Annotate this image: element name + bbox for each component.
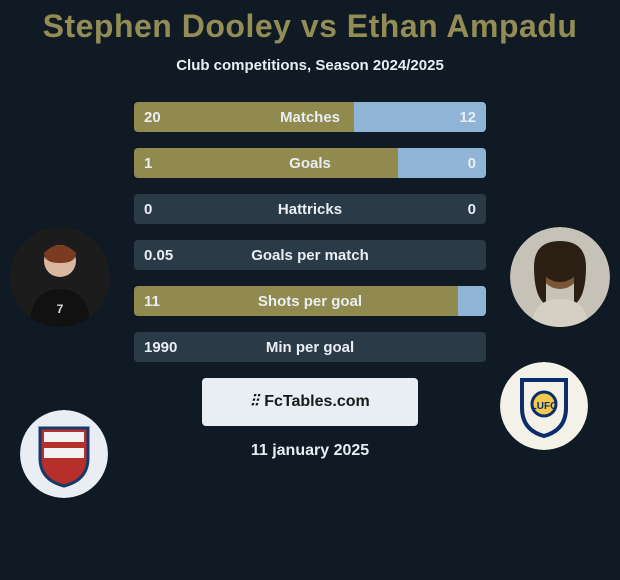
stat-label: Goals per match bbox=[134, 240, 486, 270]
stat-value-right: 0 bbox=[468, 194, 476, 224]
infographic-container: Stephen Dooley vs Ethan Ampadu Club comp… bbox=[0, 0, 620, 580]
stat-label: Min per goal bbox=[134, 332, 486, 362]
branding-logo-icon: ⫶⫶ bbox=[250, 393, 258, 411]
page-title: Stephen Dooley vs Ethan Ampadu bbox=[0, 8, 620, 45]
stat-label: Matches bbox=[134, 102, 486, 132]
subtitle: Club competitions, Season 2024/2025 bbox=[0, 57, 620, 74]
stat-row: Goals1 0 bbox=[134, 148, 486, 178]
player1-avatar: 7 bbox=[10, 227, 110, 327]
stat-value-left: 0 bbox=[144, 194, 152, 224]
stats-area: 7 LUFC bbox=[0, 102, 620, 362]
stat-bars: Matches2012Goals10Hattricks00Goals per m… bbox=[134, 102, 486, 362]
stat-value-right: 0 bbox=[468, 148, 476, 178]
stat-value-left: 1990 bbox=[144, 332, 177, 362]
stat-value-left: 0.05 bbox=[144, 240, 173, 270]
stat-row: Goals per match0.05 bbox=[134, 240, 486, 270]
title-player1: Stephen Dooley bbox=[43, 8, 292, 44]
stat-row: Matches20 12 bbox=[134, 102, 486, 132]
stat-label: Goals bbox=[134, 148, 486, 178]
branding-text: FcTables.com bbox=[264, 393, 370, 411]
player1-club-crest bbox=[20, 410, 108, 498]
stat-value-left: 1 bbox=[144, 148, 152, 178]
stat-value-left: 11 bbox=[144, 286, 160, 316]
title-player2: Ethan Ampadu bbox=[347, 8, 578, 44]
stat-label: Hattricks bbox=[134, 194, 486, 224]
stat-row: Hattricks0 0 bbox=[134, 194, 486, 224]
stat-label: Shots per goal bbox=[134, 286, 486, 316]
stat-value-left: 20 bbox=[144, 102, 161, 132]
svg-text:7: 7 bbox=[57, 302, 64, 316]
stat-row: Shots per goal11 bbox=[134, 286, 486, 316]
player2-club-crest: LUFC bbox=[500, 362, 588, 450]
stat-row: Min per goal1990 bbox=[134, 332, 486, 362]
svg-text:LUFC: LUFC bbox=[531, 401, 558, 412]
stat-value-right: 12 bbox=[459, 102, 476, 132]
branding-badge: ⫶⫶ FcTables.com bbox=[202, 378, 418, 426]
title-vs: vs bbox=[301, 8, 338, 44]
player2-avatar bbox=[510, 227, 610, 327]
